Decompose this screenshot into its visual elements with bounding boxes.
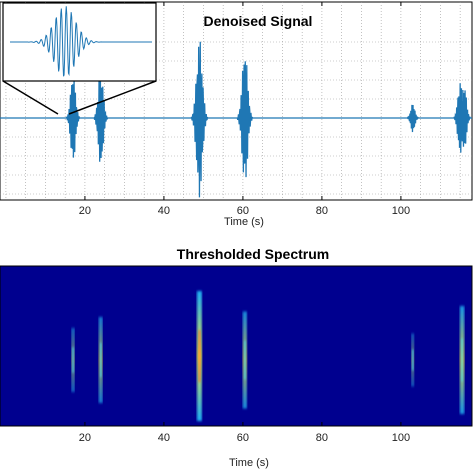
top-x-tick-label: 80 (316, 205, 328, 217)
spectrum-hot-spot-core (99, 342, 102, 378)
inset-connector-left (2, 80, 59, 115)
spectrum-hot-spots (71, 291, 465, 421)
top-x-ticks: 20 40 60 80 100 (79, 2, 410, 217)
bottom-x-tick-label: 80 (316, 432, 328, 444)
bottom-x-tick-label: 40 (158, 432, 170, 444)
bottom-x-axis-label: Time (s) (229, 457, 269, 469)
denoised-signal-panel: 20 40 60 80 100 Denoised Signal Time (s) (0, 1, 473, 228)
bottom-x-tick-label: 100 (392, 432, 410, 444)
spectrum-hot-spot-core (411, 349, 414, 371)
signal-bursts (65, 41, 471, 198)
top-x-tick-label: 60 (237, 205, 249, 217)
spectrum-plot-area (0, 265, 473, 427)
bottom-x-ticks: 20 40 60 80 100 (79, 422, 410, 444)
signal-burst (93, 72, 109, 162)
bottom-chart-title: Thresholded Spectrum (177, 246, 329, 262)
zoom-inset (2, 2, 157, 115)
top-x-tick-label: 40 (158, 205, 170, 217)
inset-connector-right (68, 80, 157, 115)
spectrum-hot-spot-core (72, 347, 75, 373)
spectrum-hot-spot-core (243, 340, 246, 380)
spectrum-hot-spot-core (198, 330, 201, 382)
bottom-x-tick-label: 60 (237, 432, 249, 444)
top-x-tick-label: 20 (79, 205, 91, 217)
signal-burst (457, 90, 471, 147)
top-x-tick-label: 100 (392, 205, 410, 217)
top-chart-title: Denoised Signal (204, 13, 313, 29)
bottom-x-tick-label: 20 (79, 432, 91, 444)
signal-burst (190, 41, 209, 198)
inset-waveform (10, 6, 152, 77)
signal-burst (406, 104, 419, 133)
signal-burst (236, 61, 254, 178)
top-x-axis-label: Time (s) (224, 216, 264, 228)
thresholded-spectrum-panel: Thresholded Spectrum 20 40 60 80 100 Time (s… (0, 246, 473, 469)
spectrum-hot-spot-core (461, 338, 464, 382)
signal-burst (65, 78, 81, 158)
